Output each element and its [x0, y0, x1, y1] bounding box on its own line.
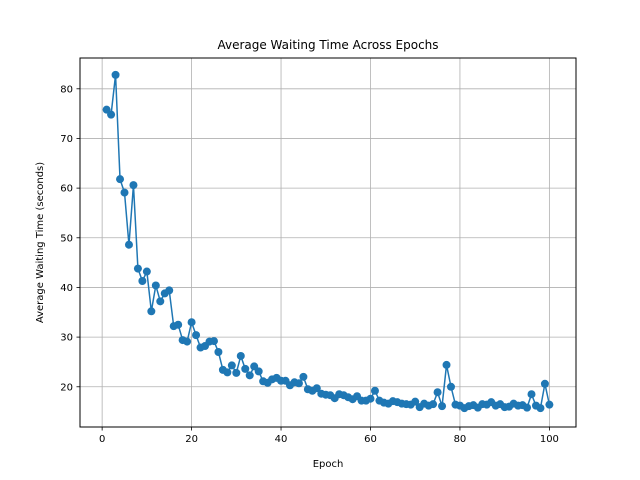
y-tick-label: 20 [60, 382, 73, 393]
data-point [187, 318, 196, 327]
data-point [254, 367, 263, 376]
x-tick-label: 80 [454, 434, 467, 445]
data-point [536, 404, 545, 413]
data-point [142, 267, 151, 276]
data-point [236, 351, 245, 360]
data-point [370, 386, 379, 395]
data-point [214, 348, 223, 357]
data-point [147, 307, 156, 316]
chart-title: Average Waiting Time Across Epochs [217, 38, 438, 52]
data-point [209, 337, 218, 346]
x-axis-ticks: 0 20 40 60 80 100 [99, 427, 559, 445]
data-point [429, 400, 438, 409]
grid-lines [80, 58, 576, 427]
data-point [129, 181, 138, 190]
x-tick-label: 100 [540, 434, 559, 445]
data-point [438, 402, 447, 411]
y-tick-label: 80 [60, 84, 73, 95]
data-point [446, 382, 455, 391]
x-tick-label: 60 [364, 434, 377, 445]
x-tick-label: 20 [185, 434, 198, 445]
y-tick-label: 50 [60, 233, 73, 244]
data-point [241, 364, 250, 373]
y-tick-label: 70 [60, 134, 73, 145]
y-tick-label: 40 [60, 283, 73, 294]
x-tick-label: 40 [275, 434, 288, 445]
data-point [523, 403, 532, 412]
x-axis-label: Epoch [313, 459, 344, 470]
data-point [442, 360, 451, 369]
data-point [174, 320, 183, 329]
data-point [133, 264, 142, 273]
data-point [120, 188, 129, 197]
data-point [527, 390, 536, 399]
plot-area-frame [79, 57, 577, 428]
data-point [232, 368, 241, 377]
x-tick-label: 0 [99, 434, 105, 445]
data-point [545, 400, 554, 409]
data-point [183, 337, 192, 346]
data-point [312, 384, 321, 393]
data-point [540, 379, 549, 388]
data-point [107, 110, 116, 119]
data-point [165, 286, 174, 295]
data-point [227, 361, 236, 370]
data-point [124, 240, 133, 249]
data-point [433, 388, 442, 397]
data-point [366, 394, 375, 403]
data-point [116, 175, 125, 184]
y-axis-label: Average Waiting Time (seconds) [35, 162, 46, 323]
data-point [151, 281, 160, 290]
data-point [223, 368, 232, 377]
data-point [245, 371, 254, 380]
y-tick-label: 60 [60, 184, 73, 195]
y-tick-label: 30 [60, 333, 73, 344]
data-point [111, 70, 120, 79]
data-point [411, 397, 420, 406]
data-point [192, 331, 201, 340]
data-point [299, 372, 308, 381]
y-axis-ticks: 20 30 40 50 60 70 80 [60, 84, 80, 393]
series-markers [102, 70, 554, 413]
data-point [138, 276, 147, 285]
data-point [156, 297, 165, 306]
data-point [294, 379, 303, 388]
